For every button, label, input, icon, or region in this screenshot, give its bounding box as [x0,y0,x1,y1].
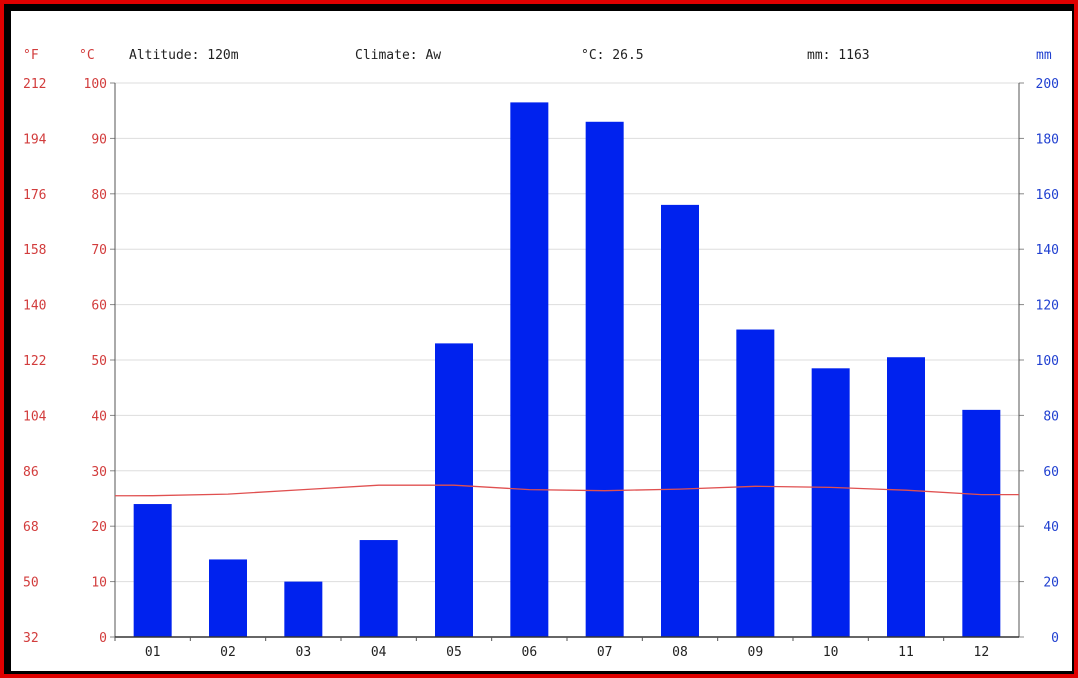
month-tick-label: 04 [371,645,387,660]
fahrenheit-tick-label: 68 [23,520,39,535]
fahrenheit-tick-label: 140 [23,299,46,314]
mm-tick-label: 20 [1043,576,1059,591]
month-tick-label: 01 [145,645,161,660]
celsius-tick-label: 40 [91,409,107,424]
month-tick-label: 03 [296,645,312,660]
precipitation-bar [435,343,473,637]
fahrenheit-tick-label: 176 [23,188,46,203]
mm-tick-label: 140 [1036,243,1059,258]
mm-tick-label: 200 [1036,77,1059,92]
precipitation-bar [962,409,1001,637]
fahrenheit-unit-label: °F [23,48,39,63]
precipitation-bar [887,357,925,637]
celsius-tick-label: 10 [91,576,107,591]
celsius-unit-label: °C [79,48,95,63]
fahrenheit-tick-label: 104 [23,409,47,424]
month-tick-label: 02 [220,645,236,660]
month-tick-label: 06 [522,645,538,660]
precipitation-bars [133,102,1001,637]
fahrenheit-tick-label: 86 [23,465,39,480]
precipitation-bar [811,368,850,637]
gridlines [115,82,1019,583]
celsius-tick-label: 90 [91,132,107,147]
mm-tick-label: 80 [1043,409,1059,424]
month-tick-label: 11 [898,645,914,660]
precipitation-bar [585,121,624,637]
climate-chart: 32 0 50 10 68 20 86 30 104 40 122 50 140 60 158 70 176 80… [11,11,1072,671]
fahrenheit-tick-label: 158 [23,243,46,258]
axes [110,82,1024,641]
mm-tick-label: 0 [1051,631,1059,646]
celsius-tick-label: 100 [84,77,107,92]
total-precipitation-label: mm: 1163 [807,48,870,63]
mm-unit-label: mm [1036,48,1052,63]
celsius-tick-label: 30 [91,465,107,480]
celsius-tick-label: 60 [91,299,107,314]
mm-tick-label: 120 [1036,299,1059,314]
celsius-tick-label: 50 [91,354,107,369]
celsius-tick-label: 20 [91,520,107,535]
celsius-tick-label: 80 [91,188,107,203]
fahrenheit-tick-label: 50 [23,576,39,591]
mm-tick-label: 180 [1036,132,1059,147]
fahrenheit-tick-label: 32 [23,631,39,646]
climate-label: Climate: Aw [355,48,441,63]
month-tick-label: 07 [597,645,613,660]
fahrenheit-tick-label: 212 [23,77,46,92]
month-tick-label: 12 [974,645,990,660]
month-tick-label: 10 [823,645,839,660]
precipitation-bar [284,581,323,637]
mm-tick-label: 40 [1043,520,1059,535]
precipitation-bar [736,329,775,637]
precipitation-bar [133,504,172,637]
mm-tick-label: 100 [1036,354,1059,369]
celsius-tick-label: 0 [99,631,107,646]
precipitation-bar [209,559,247,637]
precipitation-bar [661,204,699,637]
mm-tick-label: 60 [1043,465,1059,480]
precipitation-bar [359,540,398,637]
celsius-tick-label: 70 [91,243,107,258]
month-tick-label: 08 [672,645,688,660]
temperature-line [114,484,1020,497]
fahrenheit-tick-label: 122 [23,354,46,369]
mm-tick-label: 160 [1036,188,1059,203]
month-tick-label: 09 [748,645,764,660]
average-temperature-label: °C: 26.5 [581,48,644,63]
fahrenheit-tick-label: 194 [23,132,47,147]
month-tick-label: 05 [446,645,462,660]
precipitation-bar [510,102,549,637]
altitude-label: Altitude: 120m [129,48,239,63]
